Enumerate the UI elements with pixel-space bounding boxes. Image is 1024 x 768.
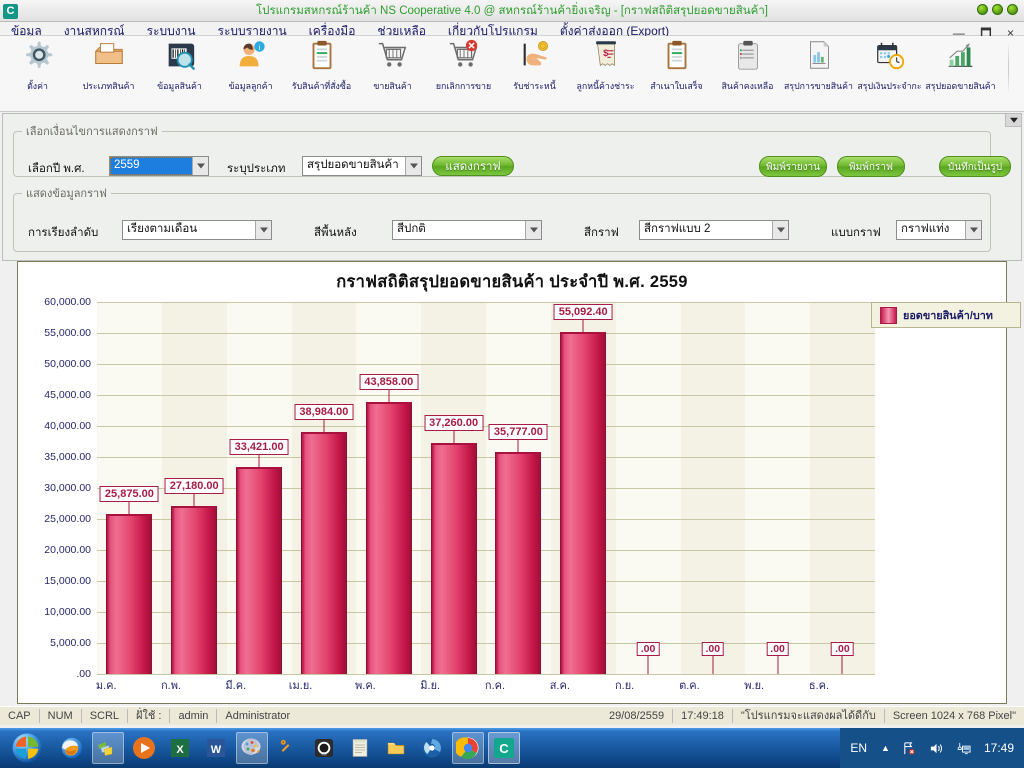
svg-text:S-90: S-90 [321, 752, 327, 756]
svg-text:C: C [499, 741, 509, 756]
svg-text:W: W [211, 744, 222, 756]
svg-text:X: X [176, 744, 184, 756]
